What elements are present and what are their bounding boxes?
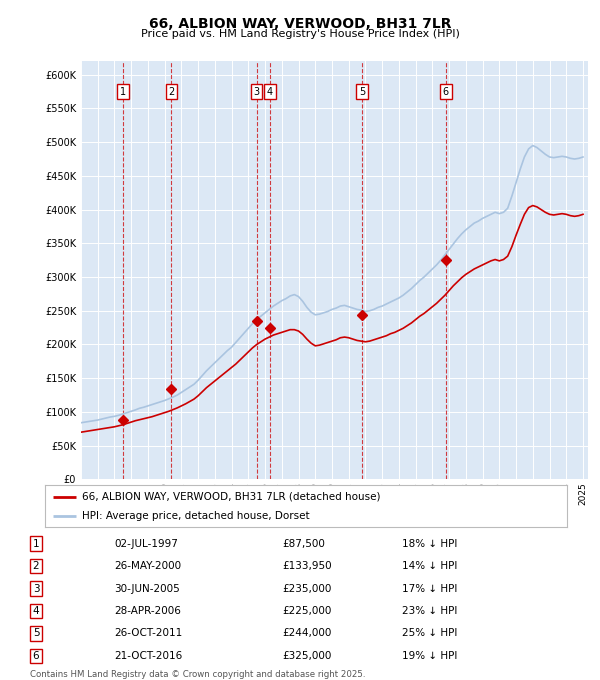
Text: 66, ALBION WAY, VERWOOD, BH31 7LR: 66, ALBION WAY, VERWOOD, BH31 7LR [149,17,451,31]
Text: 14% ↓ HPI: 14% ↓ HPI [402,561,457,571]
Text: 3: 3 [32,583,40,594]
Text: 26-OCT-2011: 26-OCT-2011 [114,628,182,639]
Text: 5: 5 [32,628,40,639]
Text: Contains HM Land Registry data © Crown copyright and database right 2025.
This d: Contains HM Land Registry data © Crown c… [30,670,365,680]
Text: £133,950: £133,950 [282,561,332,571]
Text: 02-JUL-1997: 02-JUL-1997 [114,539,178,549]
Text: HPI: Average price, detached house, Dorset: HPI: Average price, detached house, Dors… [82,511,309,522]
Text: 4: 4 [267,86,273,97]
Text: 66, ALBION WAY, VERWOOD, BH31 7LR (detached house): 66, ALBION WAY, VERWOOD, BH31 7LR (detac… [82,492,380,502]
Text: 1: 1 [120,86,126,97]
Text: 4: 4 [32,606,40,616]
Text: 18% ↓ HPI: 18% ↓ HPI [402,539,457,549]
Text: 3: 3 [254,86,260,97]
Text: 17% ↓ HPI: 17% ↓ HPI [402,583,457,594]
Text: 1: 1 [32,539,40,549]
Text: 25% ↓ HPI: 25% ↓ HPI [402,628,457,639]
Text: 26-MAY-2000: 26-MAY-2000 [114,561,181,571]
Text: 6: 6 [443,86,449,97]
Text: 28-APR-2006: 28-APR-2006 [114,606,181,616]
Text: 6: 6 [32,651,40,661]
Text: £87,500: £87,500 [282,539,325,549]
Text: 30-JUN-2005: 30-JUN-2005 [114,583,180,594]
Text: 23% ↓ HPI: 23% ↓ HPI [402,606,457,616]
Text: £325,000: £325,000 [282,651,331,661]
Text: £235,000: £235,000 [282,583,331,594]
Text: £244,000: £244,000 [282,628,331,639]
Text: 2: 2 [32,561,40,571]
Text: 2: 2 [168,86,175,97]
Text: Price paid vs. HM Land Registry's House Price Index (HPI): Price paid vs. HM Land Registry's House … [140,29,460,39]
Text: 21-OCT-2016: 21-OCT-2016 [114,651,182,661]
Text: 5: 5 [359,86,365,97]
Text: 19% ↓ HPI: 19% ↓ HPI [402,651,457,661]
Text: £225,000: £225,000 [282,606,331,616]
